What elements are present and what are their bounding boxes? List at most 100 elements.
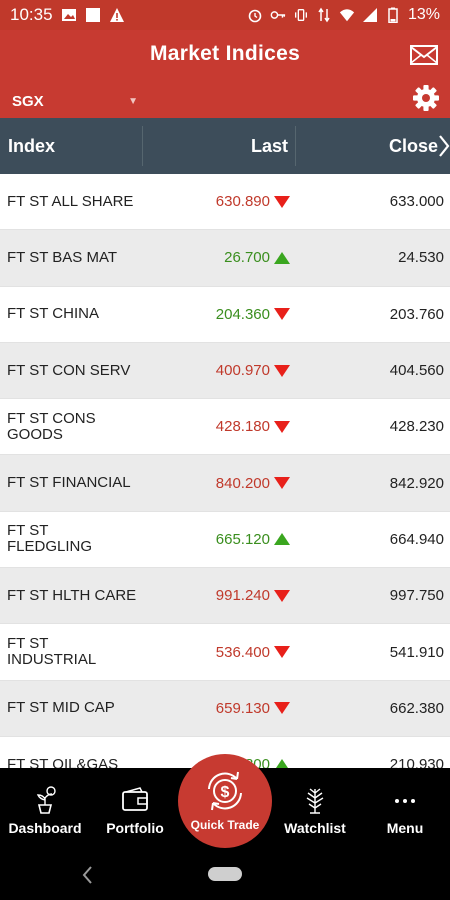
svg-text:$: $ [221,784,230,801]
close-value: 997.750 [389,587,444,605]
status-bar: 10:35 13% [0,0,450,30]
close-value: 633.000 [389,193,444,211]
table-row[interactable]: FT ST FLEDGLING 665.120 664.940 [0,512,450,569]
table-row[interactable]: FT ST BAS MAT 26.700 24.530 [0,230,450,287]
close-value: 662.380 [389,699,444,717]
last-value: 991.240 [215,587,270,605]
dollar-cycle-icon: $ [208,771,242,811]
nav-label: Menu [386,820,424,836]
nav-label: Dashboard [8,820,82,836]
last-value: 26.700 [224,249,270,267]
scroll-right-button[interactable] [438,134,450,158]
square-notification-icon [85,7,101,23]
index-name: FT ST OIL&GAS [7,755,119,768]
mail-icon [410,45,438,65]
page-title: Market Indices [149,42,301,65]
last-value: 428.180 [215,418,270,436]
last-value: 536.400 [215,643,270,661]
key-icon [270,7,286,23]
nav-menu[interactable]: Menu [360,768,450,850]
last-value: 400.970 [215,362,270,380]
table-row[interactable]: FT ST MID CAP 659.130 662.380 [0,680,450,737]
close-value: 664.940 [389,530,444,548]
column-header-last[interactable]: Last [250,135,288,156]
status-time: 10:35 [10,5,53,24]
index-name: FT ST FINANCIAL [7,474,131,492]
down-arrow-icon [274,589,290,602]
indices-table[interactable]: FT ST ALL SHARE 630.890 633.000 FT ST BA… [0,174,450,768]
plant-coin-icon [36,786,56,814]
index-name: FT ST HLTH CARE [7,586,137,604]
table-row[interactable]: FT ST CON SERV 400.970 404.560 [0,342,450,400]
index-name: FT ST INDUSTRIAL [7,635,97,669]
last-value: 630.890 [215,193,270,211]
wallet-icon [122,787,148,811]
table-row[interactable]: FT ST CONS GOODS 428.180 428.230 [0,399,450,456]
column-header-close[interactable]: Close [388,135,438,156]
table-row[interactable]: FT ST CHINA 204.360 203.760 [0,287,450,343]
close-value: 24.530 [398,249,444,267]
column-divider [295,126,296,166]
nav-watchlist[interactable]: Watchlist [270,768,360,850]
battery-icon [385,7,401,23]
exchange-dropdown[interactable]: SGX ▼ [12,90,142,112]
nav-label: Quick Trade [190,818,260,832]
column-header-index[interactable]: Index [8,135,56,156]
system-nav-bar [0,850,450,900]
gear-icon [413,85,439,111]
back-chevron-icon [82,866,92,884]
nav-label: Watchlist [284,820,346,836]
quick-trade-button[interactable]: $ Quick Trade [178,754,272,848]
wifi-icon [339,7,355,23]
alarm-icon [247,7,263,23]
index-name: FT ST MID CAP [7,699,115,717]
column-divider [142,126,143,166]
down-arrow-icon [274,702,290,715]
up-arrow-icon [274,251,290,264]
last-value: 840.200 [215,474,270,492]
last-value: 659.130 [215,699,270,717]
last-value: 204.360 [215,305,270,323]
table-row[interactable]: FT ST FINANCIAL 840.200 842.920 [0,455,450,512]
settings-button[interactable] [412,84,440,112]
vibrate-icon [293,7,309,23]
index-name: FT ST ALL SHARE [7,192,134,210]
up-arrow-icon [275,758,289,768]
close-value: 203.760 [389,305,444,323]
signal-icon [362,7,378,23]
index-name: FT ST BAS MAT [7,248,118,266]
table-row[interactable]: FT ST HLTH CARE 991.240 997.750 [0,568,450,625]
data-arrows-icon [316,7,332,23]
nav-portfolio[interactable]: Portfolio [90,768,180,850]
table-row[interactable]: FT ST ALL SHARE 630.890 633.000 [0,174,450,231]
down-arrow-icon [274,308,290,321]
up-arrow-icon [274,533,290,546]
close-value: 404.560 [389,362,444,380]
index-name: FT ST CHINA [7,305,99,323]
table-header: Index Last Close [0,118,450,174]
close-value: 541.910 [389,643,444,661]
system-back-button[interactable] [80,864,94,886]
image-notification-icon [61,7,77,23]
down-arrow-icon [274,477,290,490]
nav-dashboard[interactable]: Dashboard [0,768,90,850]
index-name: FT ST CONS GOODS [7,409,96,443]
index-name: FT ST CON SERV [7,361,131,379]
close-value: 428.230 [389,418,444,436]
warning-notification-icon [109,7,125,23]
close-value: 210.930 [389,756,444,768]
tree-icon [306,788,324,814]
down-arrow-icon [274,646,290,659]
bottom-nav: Dashboard Portfolio $ Quick Trade Watchl… [0,754,450,850]
chevron-right-icon [439,135,450,157]
table-row[interactable]: FT ST INDUSTRIAL 536.400 541.910 [0,624,450,681]
mail-button[interactable] [410,44,438,66]
last-value: 665.120 [215,530,270,548]
app-header: Market Indices SGX ▼ [0,30,450,118]
more-dots-icon [395,799,415,803]
close-value: 842.920 [389,474,444,492]
battery-percent: 13% [407,6,440,23]
caret-down-icon: ▼ [128,95,138,107]
system-home-pill[interactable] [208,867,242,881]
exchange-value: SGX [12,92,44,110]
